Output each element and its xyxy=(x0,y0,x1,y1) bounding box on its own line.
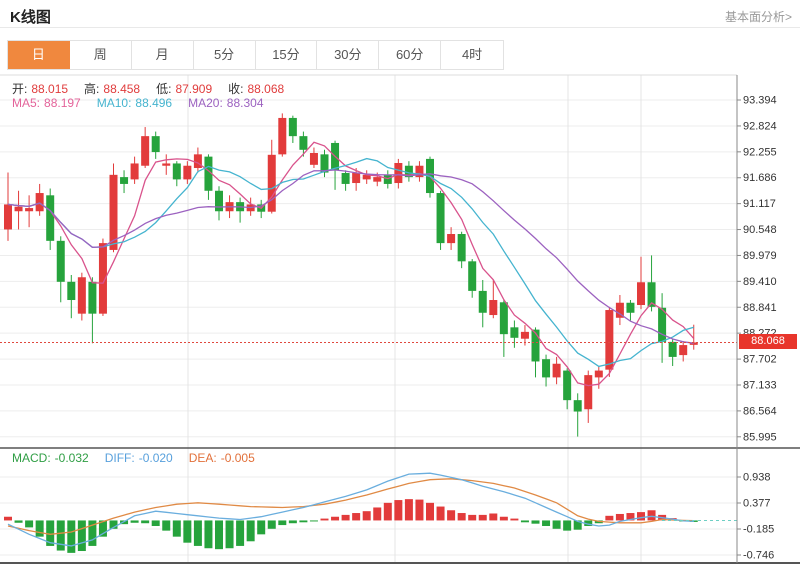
svg-text:91.117: 91.117 xyxy=(743,198,776,210)
svg-text:91.686: 91.686 xyxy=(743,172,777,184)
fundamental-analysis-link[interactable]: 基本面分析> xyxy=(724,10,792,24)
svg-text:-0.746: -0.746 xyxy=(743,550,774,562)
kline-chart-area[interactable]: 93.394 92.824 92.255 91.686 91.117 90.548 89.9… xyxy=(0,70,800,566)
svg-text:-0.185: -0.185 xyxy=(743,524,774,536)
tab-月[interactable]: 月 xyxy=(131,41,194,69)
svg-text:89.979: 89.979 xyxy=(743,250,777,262)
kline-chart-svg[interactable]: 93.394 92.824 92.255 91.686 91.117 90.548 89.9… xyxy=(0,70,800,566)
svg-text:92.255: 92.255 xyxy=(743,146,777,158)
tab-日[interactable]: 日 xyxy=(8,41,70,69)
tab-30分[interactable]: 30分 xyxy=(317,41,380,69)
tab-15分[interactable]: 15分 xyxy=(255,41,318,69)
svg-text:87.133: 87.133 xyxy=(743,379,777,391)
current-price-badge: 88.068 xyxy=(739,334,797,349)
svg-text:90.548: 90.548 xyxy=(743,224,777,236)
tab-4时[interactable]: 4时 xyxy=(441,41,503,69)
page-header: K线图 基本面分析> xyxy=(0,0,800,28)
svg-text:88.841: 88.841 xyxy=(743,302,777,314)
page-title: K线图 xyxy=(10,9,51,26)
svg-text:89.410: 89.410 xyxy=(743,276,777,288)
svg-text:93.394: 93.394 xyxy=(743,95,777,107)
svg-text:0.377: 0.377 xyxy=(743,497,771,509)
svg-text:86.564: 86.564 xyxy=(743,405,777,417)
svg-text:92.824: 92.824 xyxy=(743,120,777,132)
svg-text:0.938: 0.938 xyxy=(743,472,771,484)
tab-5分[interactable]: 5分 xyxy=(193,41,256,69)
svg-text:85.995: 85.995 xyxy=(743,431,777,443)
svg-text:87.702: 87.702 xyxy=(743,354,777,366)
interval-tab-bar: 日周月 5分 15分 30分 60分 4时 xyxy=(7,40,504,70)
tab-60分[interactable]: 60分 xyxy=(379,41,442,69)
tab-周[interactable]: 周 xyxy=(69,41,132,69)
